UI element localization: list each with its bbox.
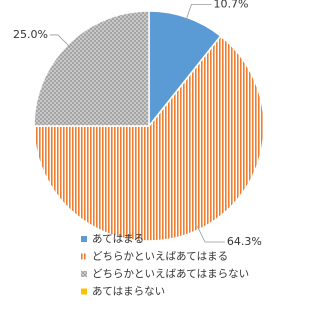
- pie-slice: [33, 10, 150, 127]
- legend-label: あてはまらない: [92, 286, 165, 298]
- data-label: 10.7%: [213, 0, 248, 10]
- leader-line: [197, 226, 225, 243]
- leader-line: [185, 4, 212, 21]
- legend-swatch: [81, 236, 87, 242]
- legend-swatch: [81, 288, 87, 295]
- legend-label: どちらかといえばあてはまる: [92, 251, 228, 263]
- data-label: 25.0%: [13, 28, 48, 41]
- legend-label: どちらかといえばあてはまらない: [92, 268, 249, 280]
- legend-swatch: [81, 271, 87, 277]
- legend-label: あてはまる: [92, 233, 144, 245]
- leader-line: [49, 34, 71, 48]
- data-label: 64.3%: [227, 235, 262, 248]
- chart: 10.7% 64.3% 25.0% あてはまるどちらかといえばあてはまるどちらかといえ…: [13, 0, 265, 298]
- legend-swatch: [81, 253, 87, 260]
